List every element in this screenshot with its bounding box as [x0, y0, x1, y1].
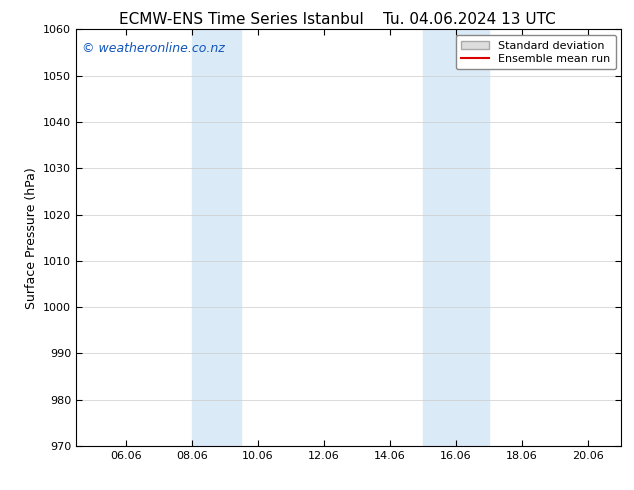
- Text: ECMW-ENS Time Series Istanbul: ECMW-ENS Time Series Istanbul: [119, 12, 363, 27]
- Bar: [191, 29, 242, 446]
- Text: Tu. 04.06.2024 13 UTC: Tu. 04.06.2024 13 UTC: [383, 12, 555, 27]
- Bar: [423, 29, 489, 446]
- Legend: Standard deviation, Ensemble mean run: Standard deviation, Ensemble mean run: [456, 35, 616, 70]
- Y-axis label: Surface Pressure (hPa): Surface Pressure (hPa): [25, 167, 37, 309]
- Text: © weatheronline.co.nz: © weatheronline.co.nz: [82, 42, 224, 55]
